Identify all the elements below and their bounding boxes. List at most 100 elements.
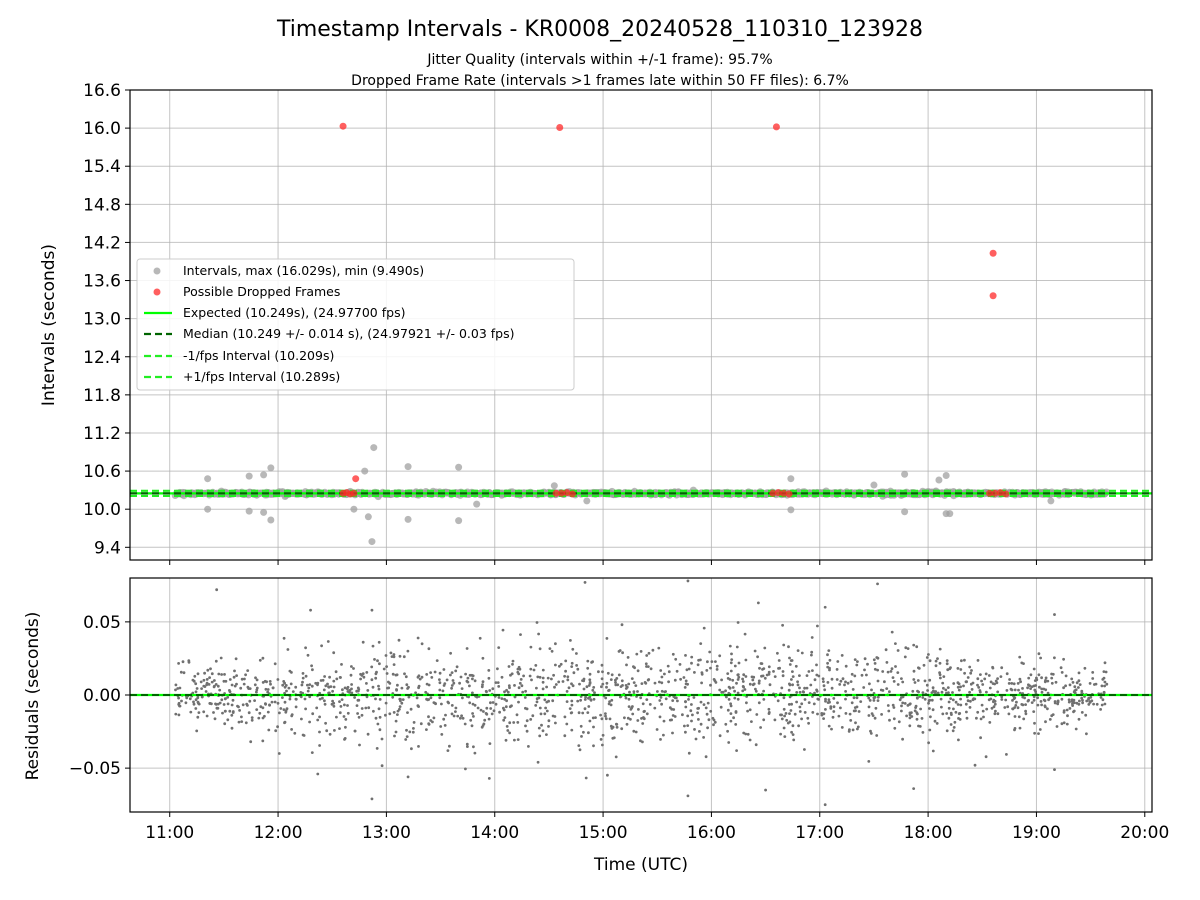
residual-point (516, 721, 520, 724)
residual-point (1072, 690, 1076, 694)
residual-point (851, 728, 855, 732)
residual-point (524, 724, 527, 728)
residual-point (234, 657, 238, 661)
residual-point (384, 713, 387, 717)
residual-point (816, 712, 819, 716)
residual-point (957, 738, 960, 742)
residual-point (370, 665, 374, 669)
residual-point (1012, 682, 1016, 686)
dropped-frame-point (991, 489, 999, 497)
residual-point (524, 689, 527, 693)
residual-point (761, 674, 765, 678)
residual-point (1042, 687, 1046, 691)
residual-point (496, 667, 499, 671)
residual-point (684, 730, 687, 734)
residual-point (355, 704, 359, 707)
residual-point (966, 676, 970, 679)
residual-point (705, 669, 709, 672)
residual-point (222, 703, 226, 706)
residual-point (984, 672, 988, 676)
residual-point (939, 697, 943, 701)
residual-point (620, 727, 624, 731)
residual-point (781, 674, 785, 678)
residual-point (615, 677, 619, 680)
residual-point (565, 690, 569, 693)
residual-point (962, 684, 965, 688)
residual-point (674, 696, 678, 700)
x-tick-label: 16:00 (687, 823, 736, 843)
residual-point (285, 689, 288, 693)
residual-point (489, 701, 492, 705)
residual-point (1022, 662, 1025, 665)
dropped-frame-point (785, 490, 793, 498)
residual-point (781, 623, 784, 627)
residual-point (438, 688, 442, 692)
x-tick-label: 19:00 (1012, 823, 1061, 843)
residual-point (931, 749, 935, 753)
residual-point (985, 707, 989, 711)
residual-point (894, 642, 897, 645)
residual-point (326, 682, 329, 686)
residual-point (928, 698, 932, 702)
residual-point (755, 713, 759, 716)
residual-point (600, 685, 603, 689)
residual-point (1068, 707, 1072, 710)
residual-point (844, 690, 847, 693)
residual-point (565, 700, 569, 703)
residual-point (666, 664, 670, 668)
residual-point (566, 678, 570, 682)
residual-point (451, 679, 455, 682)
residual-point (472, 745, 475, 749)
interval-point (260, 508, 268, 516)
residual-point (387, 680, 390, 684)
residual-point (178, 704, 181, 708)
residual-point (908, 724, 912, 728)
residual-point (879, 688, 883, 692)
residual-point (332, 679, 336, 683)
residual-point (310, 684, 314, 688)
residual-point (945, 712, 949, 715)
residual-point (362, 675, 366, 679)
residual-point (923, 697, 927, 701)
residual-point (310, 751, 314, 754)
residual-point (338, 700, 341, 703)
residual-point (956, 685, 960, 689)
residual-point (767, 707, 771, 711)
residual-point (811, 711, 815, 714)
residual-point (391, 672, 395, 676)
residual-point (577, 711, 581, 715)
interval-point (946, 510, 954, 518)
residual-point (951, 698, 955, 702)
residual-point (623, 716, 626, 720)
residual-point (258, 711, 262, 715)
residual-point (558, 664, 561, 668)
residual-point (374, 676, 378, 680)
residual-point (433, 670, 437, 674)
residual-point (1053, 701, 1057, 705)
residual-point (724, 689, 727, 693)
residual-point (800, 717, 803, 721)
residual-point (900, 696, 903, 699)
residual-point (427, 715, 430, 719)
residual-point (202, 678, 206, 682)
residual-point (338, 727, 341, 730)
residual-point (824, 708, 827, 711)
residual-point (570, 665, 574, 668)
residual-point (886, 704, 890, 707)
residual-point (266, 688, 270, 691)
residual-point (671, 699, 675, 702)
residual-point (719, 705, 723, 709)
residual-point (748, 708, 752, 712)
residual-point (1062, 721, 1066, 725)
residual-point (782, 726, 786, 730)
residual-point (370, 797, 374, 801)
residual-point (734, 723, 738, 726)
residual-point (779, 732, 782, 736)
residual-point (471, 702, 475, 706)
residual-point (614, 683, 618, 687)
residual-point (197, 702, 201, 706)
dropped-frame-point (556, 123, 564, 131)
residual-point (218, 701, 222, 705)
residual-point (398, 705, 402, 708)
residual-point (927, 701, 930, 705)
